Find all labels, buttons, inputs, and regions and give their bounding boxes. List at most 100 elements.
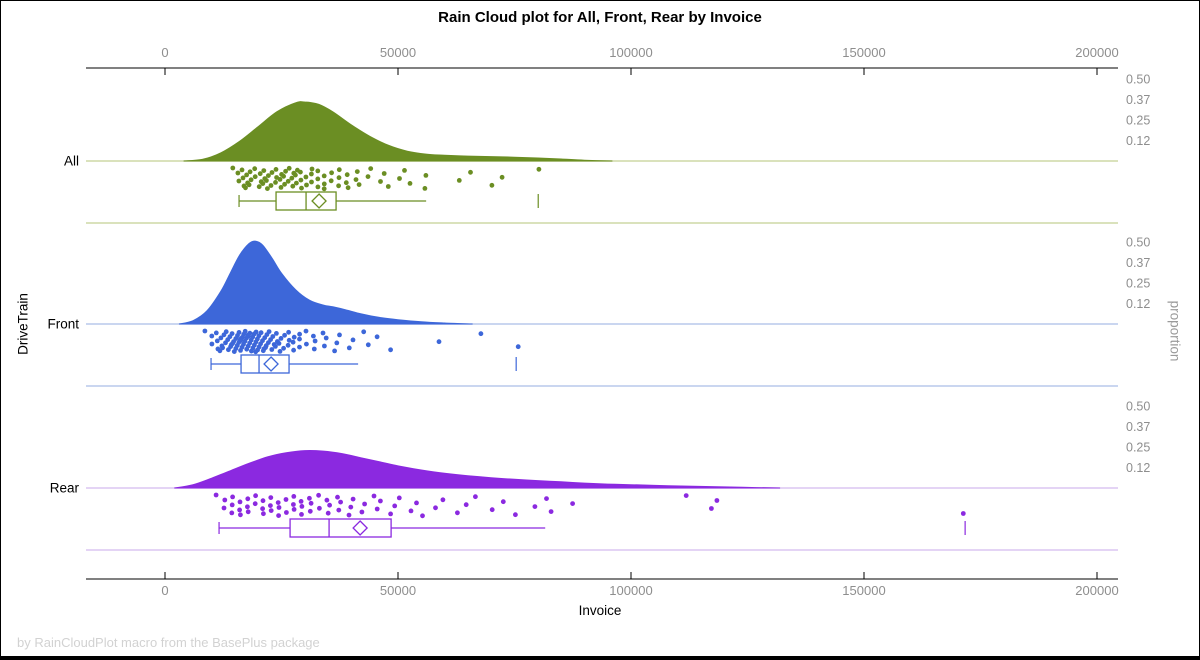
rear-rain-dot: [359, 509, 365, 515]
front-box: [240, 354, 290, 374]
front-rain-dot: [270, 334, 276, 339]
all-rain-dot: [354, 169, 360, 175]
rear-rain-dot: [327, 502, 332, 508]
all-rain-dot: [248, 177, 254, 183]
rear-rain-dot: [299, 504, 305, 509]
top-axis-tick-label: 150000: [842, 45, 885, 60]
proportion-tick-label: 0.12: [1126, 297, 1150, 311]
all-rain-dot: [365, 174, 371, 180]
all-rain-dot: [236, 178, 242, 184]
all-rain-dot: [286, 165, 292, 171]
front-rain-dot: [297, 344, 302, 350]
rear-rain-dot: [229, 510, 235, 516]
proportion-tick-label: 0.37: [1126, 93, 1150, 107]
rear-rain-dot: [335, 494, 340, 500]
all-rain-dot: [277, 177, 283, 182]
all-rain-dot: [298, 169, 303, 175]
all-rain-dot: [299, 185, 304, 191]
all-rain-dot: [345, 185, 351, 191]
front-rain-dot: [214, 338, 220, 344]
all-rain-dot: [260, 181, 266, 187]
rear-rain-dot: [324, 497, 330, 503]
front-rain-dot: [220, 345, 226, 351]
rear-rain-dot: [392, 503, 398, 509]
all-rain-dot: [273, 167, 279, 172]
y-axis-label: DriveTrain: [15, 293, 31, 355]
all-rain-dot: [281, 173, 286, 179]
rear-rain-dot: [346, 512, 352, 518]
front-rain-dot: [223, 329, 229, 335]
y2-axis-label: proportion: [1167, 300, 1183, 362]
front-rain-dot: [229, 331, 235, 336]
category-label-front: Front: [47, 317, 79, 332]
all-rain-dot: [321, 186, 327, 192]
rear-rain-dot: [408, 508, 414, 514]
front-rain-dot: [230, 341, 236, 346]
rear-rain-dot: [268, 503, 273, 508]
all-rain-dot: [265, 186, 270, 192]
rear-rain-dot: [960, 511, 966, 516]
rear-rain-dot: [513, 512, 518, 518]
all-rain-dot: [328, 178, 334, 184]
rear-rain-dot: [371, 493, 377, 499]
rear-rain-dot: [253, 493, 258, 499]
rear-rain-dot: [336, 507, 342, 513]
bottom-axis-tick-label: 0: [161, 583, 168, 598]
proportion-tick-label: 0.25: [1126, 114, 1150, 128]
all-rain-dot: [304, 182, 309, 188]
rear-rain-dot: [268, 495, 274, 500]
all-rain-dot: [336, 167, 342, 173]
all-rain-dot: [266, 173, 271, 179]
front-rain-dot: [209, 333, 215, 339]
category-label-all: All: [64, 154, 79, 169]
all-rain-dot: [336, 175, 342, 181]
all-rain-dot: [246, 182, 252, 188]
rear-rain-dot: [548, 509, 554, 514]
all-rain-dot: [397, 176, 402, 181]
all-rain-dot: [290, 183, 296, 189]
front-rain-dot: [278, 336, 284, 341]
front-rain-dot: [361, 329, 367, 335]
all-rain-dot: [489, 182, 495, 188]
front-rain-dot: [277, 349, 283, 354]
rear-rain-dot: [307, 508, 313, 514]
all-mean-diamond: [311, 193, 327, 209]
all-rain-dot: [303, 174, 309, 180]
all-rain-dot: [230, 165, 236, 171]
rear-rain-dot: [291, 507, 297, 512]
front-rain-dot: [365, 342, 371, 348]
rear-rain-dot: [714, 498, 720, 503]
rear-rain-dot: [348, 504, 354, 510]
front-rain-dot: [436, 339, 442, 345]
all-rain-dot: [344, 172, 350, 178]
all-rain-dot: [315, 176, 321, 182]
front-rain-dot: [291, 334, 297, 340]
front-rain-dot: [251, 331, 257, 337]
all-rain-dot: [385, 184, 391, 189]
all-rain-dot: [289, 175, 295, 181]
rear-rain-dot: [237, 507, 243, 513]
front-rain-dot: [236, 330, 242, 335]
front-rain-dot: [291, 347, 296, 353]
front-mean-diamond: [263, 356, 279, 372]
front-rain-dot: [286, 329, 291, 335]
front-rain-dot: [322, 343, 327, 349]
front-rain-dot: [286, 337, 292, 343]
top-axis-tick-label: 200000: [1075, 45, 1118, 60]
all-rain-dot: [239, 167, 245, 173]
proportion-tick-label: 0.25: [1126, 277, 1150, 291]
all-rain-dot: [321, 181, 327, 187]
rear-rain-dot: [213, 492, 219, 498]
all-rain-dot: [268, 183, 274, 188]
all-rain-dot: [309, 171, 314, 177]
all-rain-dot: [309, 166, 315, 172]
rear-rain-dot: [291, 502, 296, 507]
rear-rain-dot: [317, 505, 322, 511]
front-rain-dot: [312, 338, 318, 344]
front-rain-dot: [311, 333, 316, 339]
footer-credit: by RainCloudPlot macro from the BasePlus…: [17, 635, 320, 650]
rear-rain-dot: [420, 513, 425, 519]
rear-rain-dot: [378, 498, 383, 504]
front-rain-dot: [297, 336, 302, 342]
rear-rain-dot: [245, 496, 251, 502]
